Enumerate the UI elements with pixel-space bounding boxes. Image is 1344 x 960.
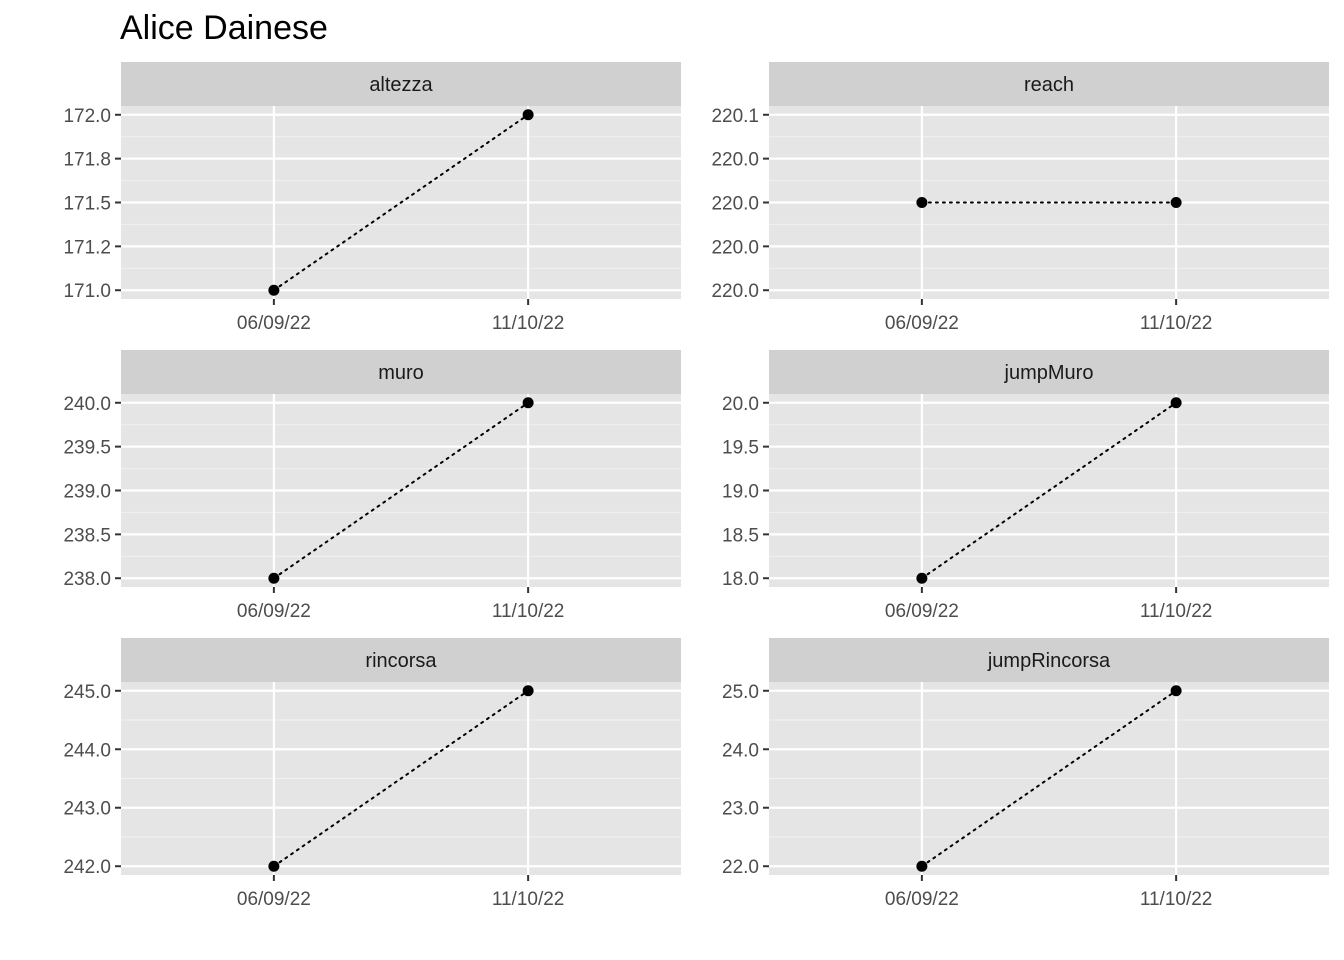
data-point (522, 109, 534, 121)
y-tick-label: 242.0 (63, 857, 111, 878)
x-tick-label: 11/10/22 (492, 313, 565, 334)
y-tick-label: 18.0 (722, 569, 759, 590)
x-tick-label: 06/09/22 (237, 313, 311, 334)
data-point (916, 860, 928, 872)
y-tick-label: 238.5 (63, 525, 111, 546)
chart-title: Alice Dainese (120, 9, 328, 47)
facet-strip (769, 638, 1329, 682)
x-tick-label: 06/09/22 (237, 889, 311, 910)
y-tick-label: 244.0 (63, 740, 111, 761)
series-line (272, 401, 530, 580)
x-tick-label: 11/10/22 (492, 601, 565, 622)
data-point (1170, 685, 1182, 697)
data-point (916, 197, 928, 208)
y-tick-label: 220.0 (711, 281, 759, 302)
y-tick-label: 20.0 (722, 394, 759, 415)
series-line (272, 689, 530, 868)
x-tick-label: 11/10/22 (1140, 889, 1213, 910)
x-tick-label: 11/10/22 (1140, 601, 1213, 622)
x-tick-label: 06/09/22 (885, 601, 959, 622)
y-tick-label: 220.0 (711, 150, 759, 171)
x-tick-label: 11/10/22 (492, 889, 565, 910)
y-tick-label: 172.0 (63, 106, 111, 127)
y-tick-label: 220.0 (711, 237, 759, 258)
y-tick-label: 238.0 (63, 569, 111, 590)
y-tick-label: 19.5 (722, 438, 759, 459)
facet-strip (769, 62, 1329, 106)
y-tick-label: 22.0 (722, 857, 759, 878)
y-tick-label: 24.0 (722, 740, 759, 761)
series-line (272, 113, 530, 292)
y-tick-label: 243.0 (63, 799, 111, 820)
data-point (268, 284, 280, 296)
facet-label: altezza (369, 74, 433, 96)
y-tick-label: 171.5 (63, 194, 111, 215)
x-tick-label: 06/09/22 (885, 313, 959, 334)
data-point (522, 397, 534, 409)
facet-label: muro (378, 362, 424, 384)
facet-strip (121, 638, 681, 682)
y-tick-label: 18.5 (722, 525, 759, 546)
facet-label: reach (1024, 74, 1074, 96)
facet-label: jumpRincorsa (987, 650, 1111, 672)
facet-strip (121, 350, 681, 394)
facet-strip (769, 350, 1329, 394)
y-tick-label: 245.0 (63, 682, 111, 703)
series-line (920, 689, 1178, 868)
y-tick-label: 220.1 (711, 106, 759, 127)
y-tick-label: 239.5 (63, 438, 111, 459)
data-point (268, 572, 280, 584)
facet-label: rincorsa (365, 650, 437, 672)
y-tick-label: 19.0 (722, 482, 759, 503)
y-tick-label: 171.8 (63, 150, 111, 171)
y-tick-label: 23.0 (722, 799, 759, 820)
x-tick-label: 06/09/22 (237, 601, 311, 622)
y-tick-label: 239.0 (63, 482, 111, 503)
y-tick-label: 240.0 (63, 394, 111, 415)
data-point (522, 685, 534, 697)
data-point (268, 860, 280, 872)
y-tick-label: 171.0 (63, 281, 111, 302)
x-tick-label: 11/10/22 (1140, 313, 1213, 334)
facet-label: jumpMuro (1004, 362, 1094, 384)
y-tick-label: 220.0 (711, 194, 759, 215)
y-tick-label: 25.0 (722, 682, 759, 703)
series-line (920, 401, 1178, 580)
x-tick-label: 06/09/22 (885, 889, 959, 910)
data-point (1170, 197, 1182, 208)
data-point (916, 572, 928, 584)
y-tick-label: 171.2 (63, 237, 111, 258)
data-point (1170, 397, 1182, 409)
facet-strip (121, 62, 681, 106)
